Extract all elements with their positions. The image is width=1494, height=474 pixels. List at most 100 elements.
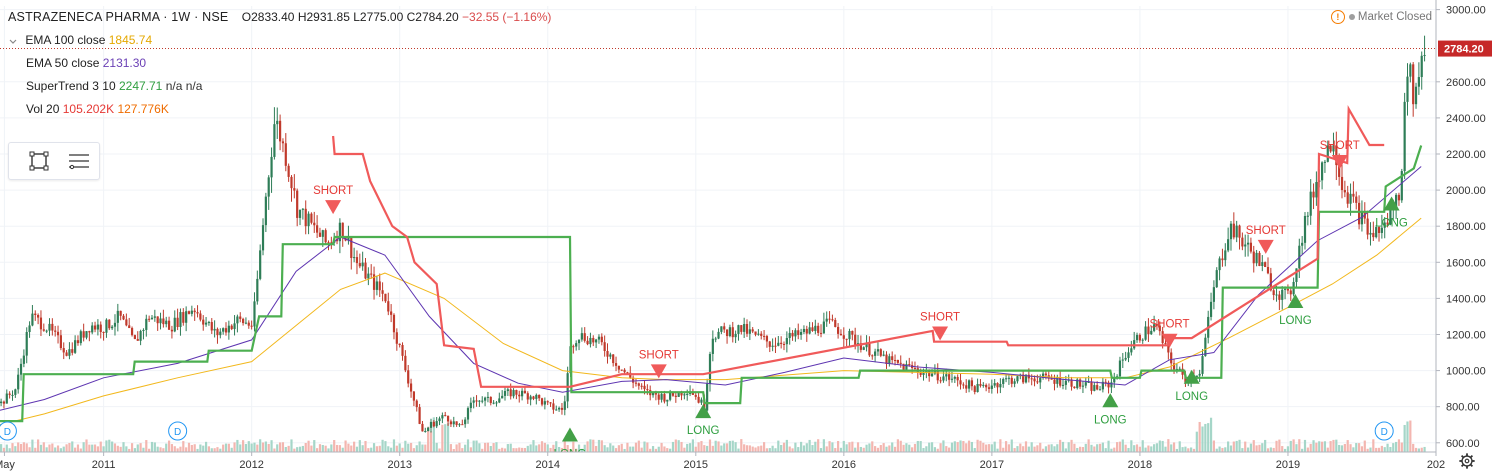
candle <box>597 336 601 340</box>
candle <box>481 400 484 402</box>
signal-short: SHORT <box>639 349 679 379</box>
candle <box>293 188 296 191</box>
candle <box>1073 386 1076 389</box>
volume-bar <box>885 446 888 452</box>
collapse-chevron-icon[interactable] <box>8 36 18 46</box>
volume-bar <box>45 447 48 452</box>
candle <box>1161 331 1164 344</box>
volume-bar <box>241 440 245 452</box>
rectangle-select-icon[interactable] <box>27 149 51 173</box>
candle <box>111 326 114 329</box>
candle <box>42 329 45 331</box>
candle <box>757 333 760 335</box>
candle <box>1255 252 1258 264</box>
candle <box>1366 218 1369 235</box>
volume-bar <box>612 445 615 452</box>
warning-icon[interactable]: ! <box>1330 10 1345 24</box>
candle <box>976 383 979 393</box>
gear-icon[interactable] <box>1458 452 1476 470</box>
volume-bar <box>39 444 43 452</box>
candle <box>859 343 862 350</box>
candle <box>1281 289 1284 300</box>
volume-bar <box>8 448 11 452</box>
candle <box>88 331 91 333</box>
market-status[interactable]: ! Market Closed <box>1330 10 1432 24</box>
candle <box>273 124 276 157</box>
volume-bar <box>290 439 293 452</box>
volume-bar <box>996 448 999 452</box>
volume-bar <box>1309 443 1312 452</box>
candle <box>552 403 555 410</box>
candle <box>1113 378 1116 383</box>
legend-ema100[interactable]: EMA 100 close 1845.74 <box>8 29 551 52</box>
volume-bar <box>335 444 339 452</box>
candle <box>1232 223 1235 238</box>
candle <box>1369 232 1372 235</box>
volume-bar <box>444 424 447 452</box>
volume-bar <box>802 445 806 452</box>
candle <box>276 120 279 125</box>
volume-bar <box>1215 448 1218 452</box>
candle <box>204 322 208 325</box>
candle <box>583 333 586 341</box>
candle <box>298 209 302 218</box>
candle <box>694 394 697 397</box>
candle <box>62 348 65 353</box>
candle <box>862 347 865 350</box>
time-tick-label: 2011 <box>92 459 116 471</box>
candle <box>489 396 492 403</box>
volume-bar <box>14 446 17 452</box>
candle <box>817 325 820 333</box>
volume-bar <box>130 443 134 452</box>
volume-bar <box>839 447 843 452</box>
volume-bar <box>116 445 119 452</box>
volume-bar <box>1076 447 1079 452</box>
candle <box>965 385 968 389</box>
volume-bar <box>1209 417 1213 452</box>
volume-bar <box>495 442 498 452</box>
candle <box>39 317 43 330</box>
candle <box>461 424 464 426</box>
candle <box>620 369 623 371</box>
volume-bar <box>1301 448 1304 452</box>
volume-bar <box>1127 447 1130 452</box>
volume-bar <box>711 445 714 452</box>
volume-bar <box>697 442 700 452</box>
volume-bar <box>5 444 8 452</box>
candle <box>381 290 384 294</box>
volume-bar <box>1386 443 1389 452</box>
volume-bar <box>1266 448 1270 452</box>
candle <box>1110 382 1113 388</box>
volume-bar <box>210 448 213 452</box>
volume-bar <box>728 440 732 452</box>
candle <box>1241 237 1244 247</box>
volume-bar <box>589 439 592 452</box>
candle <box>187 311 191 314</box>
volume-bar <box>350 445 353 452</box>
volume-bar <box>375 446 378 452</box>
short-arrow <box>325 200 342 215</box>
candle <box>777 342 780 346</box>
candle <box>1039 377 1042 383</box>
volume-bar <box>330 444 333 452</box>
candle <box>93 325 97 330</box>
volume-bar <box>1098 443 1102 452</box>
volume-bar <box>538 444 541 452</box>
legend-volume[interactable]: Vol 20 105.202K 127.776K <box>8 98 551 121</box>
volume-bar <box>569 448 572 452</box>
volume-bar <box>1090 444 1093 452</box>
candle <box>902 363 905 370</box>
candle <box>244 322 248 324</box>
volume-bar <box>387 446 390 452</box>
symbol-title[interactable]: ASTRAZENECA PHARMA · 1W · NSE <box>8 10 229 24</box>
volume-bar <box>435 442 438 452</box>
volume-bar <box>122 442 125 452</box>
list-lines-icon[interactable] <box>67 149 91 173</box>
short-arrow <box>650 364 667 379</box>
volume-bar <box>1383 447 1386 452</box>
legend-supertrend[interactable]: SuperTrend 3 10 2247.71 n/a n/a <box>8 75 551 98</box>
legend-ema50[interactable]: EMA 50 close 2131.30 <box>8 52 551 75</box>
volume-bar <box>1275 440 1278 452</box>
candle <box>347 237 350 241</box>
